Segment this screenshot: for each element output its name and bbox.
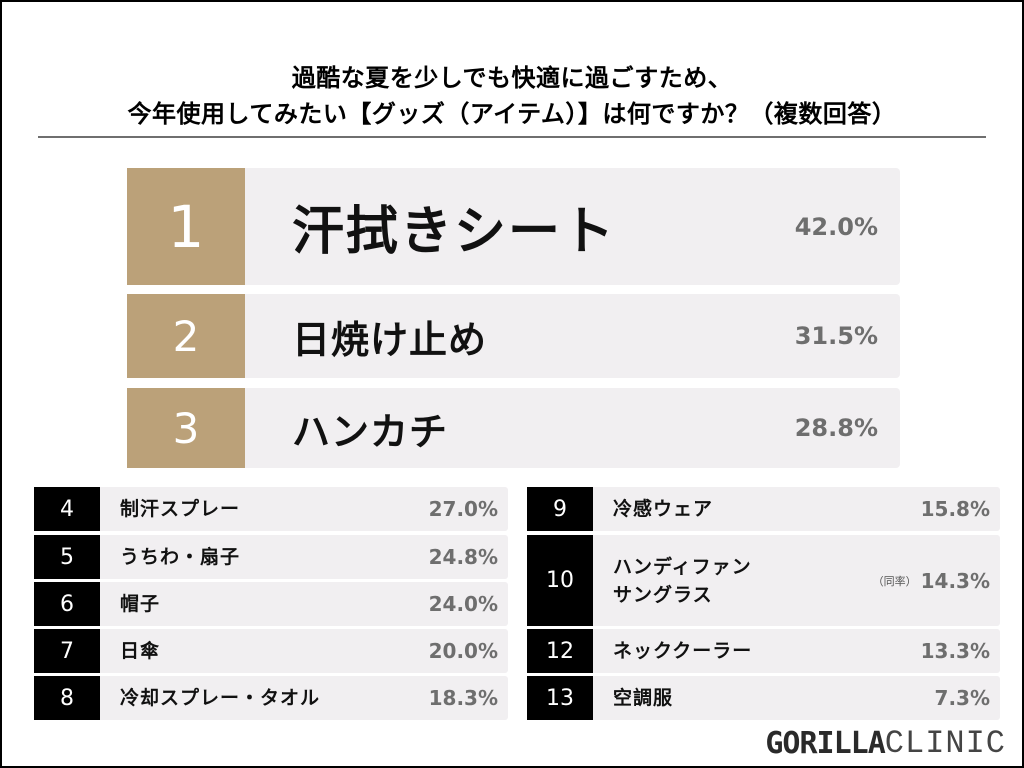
ranking-row-9: 9 冷感ウェア 15.8% bbox=[527, 487, 1000, 531]
item-percent: 13.3% bbox=[920, 639, 990, 663]
item-percent: 28.8% bbox=[794, 414, 878, 442]
rank-badge: 12 bbox=[527, 629, 593, 673]
item-percent: 18.3% bbox=[428, 686, 498, 710]
rank-badge: 10 bbox=[527, 535, 593, 626]
item-percent-group: （同率） 14.3% bbox=[873, 535, 990, 626]
item-label: 冷却スプレー・タオル bbox=[120, 687, 321, 709]
rank-badge: 6 bbox=[34, 582, 100, 626]
title-line-2: 今年使用してみたい【グッズ（アイテム）】は何ですか？（複数回答） bbox=[127, 100, 897, 128]
title-line-1: 過酷な夏を少しでも快適に過ごすため、 bbox=[291, 64, 733, 92]
rank-badge: 1 bbox=[127, 168, 245, 285]
item-label: ネッククーラー bbox=[613, 640, 753, 662]
item-label: 空調服 bbox=[613, 687, 674, 709]
item-percent: 31.5% bbox=[794, 322, 878, 350]
item-percent: 24.8% bbox=[428, 545, 498, 569]
item-percent: 7.3% bbox=[934, 686, 990, 710]
rank-badge: 4 bbox=[34, 487, 100, 531]
rank-badge: 7 bbox=[34, 629, 100, 673]
survey-question-title: 過酷な夏を少しでも快適に過ごすため、 今年使用してみたい【グッズ（アイテム）】は… bbox=[38, 60, 986, 132]
item-label: 汗拭きシート bbox=[292, 202, 617, 262]
rank-badge: 13 bbox=[527, 676, 593, 720]
item-label: ハンカチ bbox=[292, 409, 449, 454]
rank-badge: 3 bbox=[127, 388, 245, 468]
item-percent: 42.0% bbox=[794, 212, 878, 241]
ranking-row-4: 4 制汗スプレー 27.0% bbox=[34, 487, 508, 531]
item-label: 冷感ウェア bbox=[613, 498, 714, 520]
ranking-row-1: 1 汗拭きシート 42.0% bbox=[127, 168, 900, 285]
item-label: サングラス bbox=[613, 583, 713, 606]
rank-badge: 8 bbox=[34, 676, 100, 720]
rank-badge: 2 bbox=[127, 294, 245, 378]
item-percent: 27.0% bbox=[428, 497, 498, 521]
gorilla-clinic-logo: GORILLA CLINIC bbox=[765, 724, 1006, 762]
item-label: 帽子 bbox=[120, 593, 161, 615]
ranking-row-3: 3 ハンカチ 28.8% bbox=[127, 388, 900, 468]
title-divider bbox=[38, 136, 986, 138]
ranking-row-7: 7 日傘 20.0% bbox=[34, 629, 508, 673]
item-percent: 24.0% bbox=[428, 592, 498, 616]
ranking-row-13: 13 空調服 7.3% bbox=[527, 676, 1000, 720]
tie-note: （同率） bbox=[872, 574, 917, 588]
logo-clinic: CLINIC bbox=[884, 724, 1006, 762]
ranking-row-6: 6 帽子 24.0% bbox=[34, 582, 508, 626]
item-label: 日焼け止め bbox=[292, 317, 488, 362]
item-percent: 15.8% bbox=[920, 497, 990, 521]
item-percent: 14.3% bbox=[920, 568, 990, 593]
rank-badge: 9 bbox=[527, 487, 593, 531]
logo-gorilla: GORILLA bbox=[765, 725, 885, 761]
item-label: 日傘 bbox=[120, 640, 161, 662]
item-percent: 20.0% bbox=[428, 639, 498, 663]
ranking-row-5: 5 うちわ・扇子 24.8% bbox=[34, 535, 508, 579]
ranking-row-12: 12 ネッククーラー 13.3% bbox=[527, 629, 1000, 673]
rank-badge: 5 bbox=[34, 535, 100, 579]
ranking-row-10-tie: 10 ハンディファン サングラス （同率） 14.3% bbox=[527, 535, 1000, 626]
ranking-row-2: 2 日焼け止め 31.5% bbox=[127, 294, 900, 378]
item-label-group: ハンディファン サングラス bbox=[613, 535, 752, 626]
ranking-row-8: 8 冷却スプレー・タオル 18.3% bbox=[34, 676, 508, 720]
item-label: ハンディファン bbox=[613, 555, 752, 578]
item-label: うちわ・扇子 bbox=[120, 546, 241, 568]
item-label: 制汗スプレー bbox=[120, 498, 241, 520]
